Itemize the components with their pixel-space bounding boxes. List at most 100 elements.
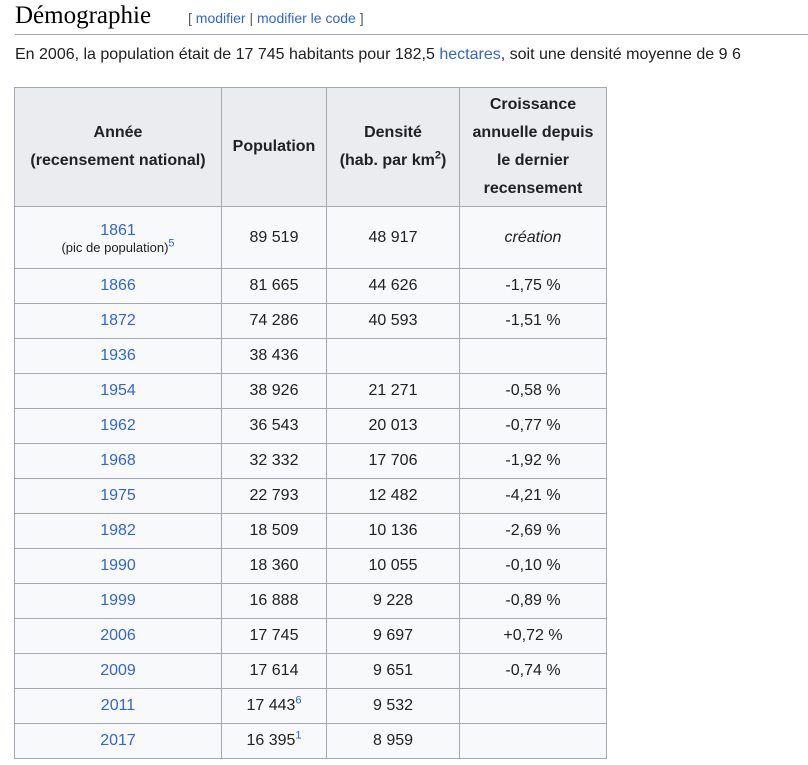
year-link[interactable]: 1962 bbox=[100, 417, 136, 434]
year-link[interactable]: 1936 bbox=[100, 347, 136, 364]
table-row: 1872 74 286 40 593 -1,51 % bbox=[14, 303, 607, 339]
table-row: 2011 17 4436 9 532 bbox=[14, 688, 607, 724]
growth-cell: -0,77 % bbox=[459, 408, 607, 444]
table-row: 1968 32 332 17 706 -1,92 % bbox=[14, 443, 607, 479]
reference-link[interactable]: 1 bbox=[295, 729, 302, 742]
year-cell: 2017 bbox=[14, 723, 222, 759]
population-value: 81 665 bbox=[249, 277, 299, 294]
year-cell: 1982 bbox=[14, 513, 222, 549]
population-cell: 38 926 bbox=[221, 373, 327, 409]
header-row: Année (recensement national) Population D… bbox=[14, 87, 607, 207]
year-link[interactable]: 1866 bbox=[100, 277, 136, 294]
population-cell: 22 793 bbox=[221, 478, 327, 514]
density-cell: 10 136 bbox=[326, 513, 460, 549]
population-value: 74 286 bbox=[249, 312, 299, 329]
year-cell: 1872 bbox=[14, 303, 222, 339]
table-row: 2009 17 614 9 651 -0,74 % bbox=[14, 653, 607, 689]
year-link[interactable]: 1968 bbox=[100, 452, 136, 469]
edit-link[interactable]: modifier bbox=[195, 10, 246, 26]
table-row: 1982 18 509 10 136 -2,69 % bbox=[14, 513, 607, 549]
table-row: 1866 81 665 44 626 -1,75 % bbox=[14, 268, 607, 304]
density-cell: 17 706 bbox=[326, 443, 460, 479]
growth-cell: création bbox=[459, 206, 607, 269]
density-cell: 9 697 bbox=[326, 618, 460, 654]
year-link[interactable]: 1990 bbox=[100, 557, 136, 574]
population-cell: 81 665 bbox=[221, 268, 327, 304]
growth-cell: -1,92 % bbox=[459, 443, 607, 479]
growth-cell bbox=[459, 338, 607, 374]
growth-cell: +0,72 % bbox=[459, 618, 607, 654]
population-value: 18 360 bbox=[249, 557, 299, 574]
population-value: 38 436 bbox=[249, 347, 299, 364]
table-row: 1954 38 926 21 271 -0,58 % bbox=[14, 373, 607, 409]
population-cell: 16 3951 bbox=[221, 723, 327, 759]
density-cell: 8 959 bbox=[326, 723, 460, 759]
year-link[interactable]: 1861 bbox=[100, 221, 136, 239]
year-cell: 1999 bbox=[14, 583, 222, 619]
year-note: (pic de population) bbox=[61, 239, 169, 255]
year-cell: 1968 bbox=[14, 443, 222, 479]
population-cell: 89 519 bbox=[221, 206, 327, 269]
growth-cell: -4,21 % bbox=[459, 478, 607, 514]
year-cell: 1954 bbox=[14, 373, 222, 409]
year-link[interactable]: 2011 bbox=[100, 697, 136, 714]
population-cell: 17 745 bbox=[221, 618, 327, 654]
intro-text-before: En 2006, la population était de 17 745 h… bbox=[15, 46, 440, 63]
population-cell: 16 888 bbox=[221, 583, 327, 619]
density-cell: 48 917 bbox=[326, 206, 460, 269]
growth-cell: -0,10 % bbox=[459, 548, 607, 584]
edit-bracket-close: ] bbox=[355, 10, 364, 26]
density-cell bbox=[326, 338, 460, 374]
population-cell: 18 360 bbox=[221, 548, 327, 584]
growth-cell: -2,69 % bbox=[459, 513, 607, 549]
growth-cell: -1,75 % bbox=[459, 268, 607, 304]
header-density: Densité (hab. par km2) bbox=[326, 87, 460, 207]
growth-cell bbox=[459, 723, 607, 759]
table-row: 1975 22 793 12 482 -4,21 % bbox=[14, 478, 607, 514]
year-cell: 1936 bbox=[14, 338, 222, 374]
table-row: 2006 17 745 9 697 +0,72 % bbox=[14, 618, 607, 654]
table-row: 1936 38 436 bbox=[14, 338, 607, 374]
table-row: 1861 (pic de population)5 89 519 48 917 … bbox=[14, 206, 607, 269]
density-cell: 20 013 bbox=[326, 408, 460, 444]
year-link[interactable]: 1982 bbox=[100, 522, 136, 539]
year-link[interactable]: 2009 bbox=[100, 662, 136, 679]
section-title: Démographie bbox=[15, 2, 152, 29]
population-value: 17 614 bbox=[249, 662, 299, 679]
year-cell: 2009 bbox=[14, 653, 222, 689]
edit-bracket-open: [ bbox=[188, 10, 196, 26]
population-cell: 17 4436 bbox=[221, 688, 327, 724]
year-link[interactable]: 1872 bbox=[100, 312, 136, 329]
reference-link[interactable]: 6 bbox=[295, 694, 302, 707]
density-cell: 10 055 bbox=[326, 548, 460, 584]
table-row: 1990 18 360 10 055 -0,10 % bbox=[14, 548, 607, 584]
population-value: 17 745 bbox=[249, 627, 299, 644]
density-cell: 9 651 bbox=[326, 653, 460, 689]
population-value: 32 332 bbox=[249, 452, 299, 469]
population-cell: 18 509 bbox=[221, 513, 327, 549]
header-population: Population bbox=[221, 87, 327, 207]
density-cell: 9 228 bbox=[326, 583, 460, 619]
year-link[interactable]: 2017 bbox=[100, 732, 136, 749]
density-cell: 12 482 bbox=[326, 478, 460, 514]
header-growth: Croissance annuelle depuis le dernier recen… bbox=[459, 87, 607, 207]
year-link[interactable]: 1975 bbox=[100, 487, 136, 504]
year-cell: 1861 (pic de population)5 bbox=[14, 206, 222, 269]
year-link[interactable]: 1999 bbox=[100, 592, 136, 609]
year-cell: 2006 bbox=[14, 618, 222, 654]
hectares-link[interactable]: hectares bbox=[439, 46, 501, 63]
population-value: 36 543 bbox=[249, 417, 299, 434]
density-cell: 40 593 bbox=[326, 303, 460, 339]
reference-link[interactable]: 5 bbox=[168, 237, 175, 250]
year-cell: 2011 bbox=[14, 688, 222, 724]
year-cell: 1990 bbox=[14, 548, 222, 584]
year-link[interactable]: 1954 bbox=[100, 382, 136, 399]
growth-cell: -0,89 % bbox=[459, 583, 607, 619]
population-value: 16 395 bbox=[246, 732, 296, 749]
year-link[interactable]: 2006 bbox=[100, 627, 136, 644]
growth-cell bbox=[459, 688, 607, 724]
edit-code-link[interactable]: modifier le code bbox=[257, 10, 356, 26]
section-heading: Démographie [ modifier | modifier le cod… bbox=[15, 0, 808, 35]
population-cell: 38 436 bbox=[221, 338, 327, 374]
year-cell: 1975 bbox=[14, 478, 222, 514]
